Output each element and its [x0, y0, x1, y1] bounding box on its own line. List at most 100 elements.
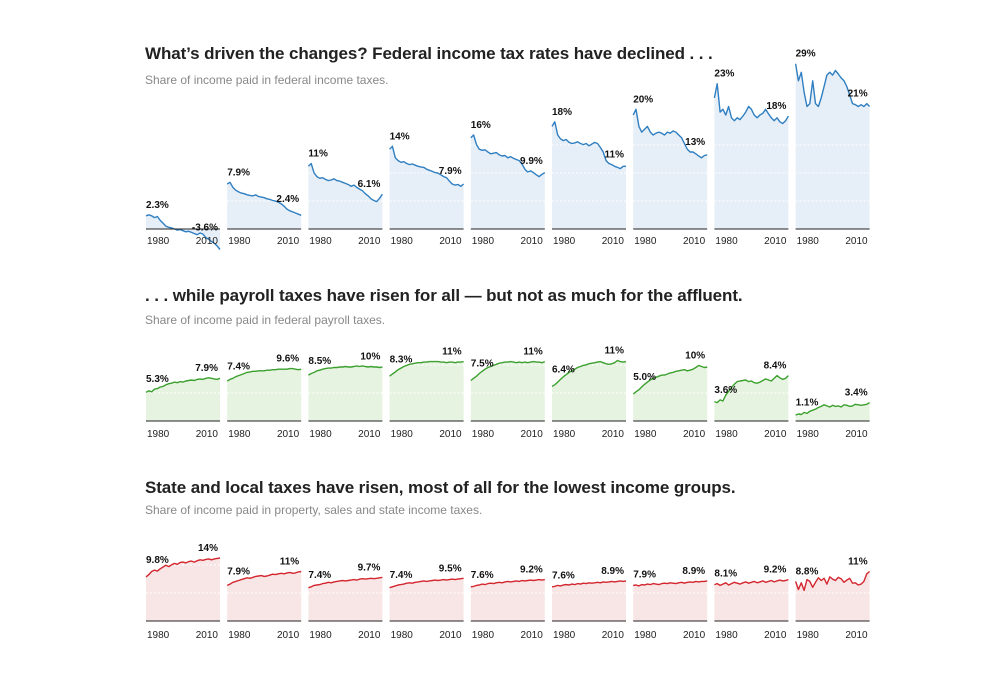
tick-label: 1980	[797, 429, 820, 440]
panel-area	[552, 360, 626, 421]
panel-area	[308, 577, 383, 621]
tick-label: 1980	[715, 429, 738, 440]
panel-area	[714, 375, 789, 421]
tick-label: 2010	[764, 236, 787, 247]
tick-label: 1980	[634, 236, 657, 247]
panel-3: 1980 2010 7.4% 9.7%	[308, 562, 383, 641]
panel-7: 1980 2010 20% 13%	[632, 94, 708, 247]
tick-label: 2010	[521, 630, 544, 641]
start-value-label: 23%	[714, 69, 734, 80]
end-value-label: -3.6%	[192, 223, 218, 234]
panel-2: 1980 2010 7.9% 11%	[226, 557, 302, 641]
tick-label: 1980	[147, 429, 170, 440]
panel-1: 1980 2010 2.3% -3.6%	[145, 200, 221, 250]
series-line	[389, 145, 465, 187]
income-tax-small-multiples: 1980 2010 2.3% -3.6% 1980 2010 7.9% 2.4% 1980 201…	[145, 49, 871, 250]
end-value-label: 9.2%	[764, 565, 787, 576]
tick-label: 2010	[196, 236, 219, 247]
end-value-label: 9.7%	[358, 562, 381, 573]
end-value-label: 11%	[442, 347, 462, 358]
tick-label: 1980	[391, 630, 414, 641]
section-title-payroll-tax: . . . while payroll taxes have risen for…	[145, 286, 743, 305]
tick-label: 2010	[602, 429, 625, 440]
series-line	[145, 214, 221, 250]
panel-7: 1980 2010 5.0% 10%	[632, 350, 708, 440]
tick-label: 2010	[277, 236, 300, 247]
state-local-tax-small-multiples: 1980 2010 9.8% 14% 1980 2010 7.9% 11% 1980 2010 7.…	[145, 543, 871, 641]
series-line	[470, 134, 546, 178]
panel-area	[633, 580, 708, 621]
end-value-label: 8.9%	[601, 566, 624, 577]
tick-label: 1980	[391, 429, 414, 440]
tick-label: 1980	[391, 236, 414, 247]
end-value-label: 11%	[523, 347, 543, 358]
panel-area	[389, 578, 464, 621]
end-value-label: 7.9%	[439, 166, 462, 177]
series-line	[145, 557, 221, 578]
start-value-label: 8.1%	[714, 569, 737, 580]
series-line	[145, 377, 221, 394]
panel-area	[227, 182, 302, 229]
end-value-label: 10%	[360, 351, 380, 362]
start-value-label: 20%	[633, 94, 653, 105]
panel-area	[389, 146, 464, 229]
panel-3: 1980 2010 8.5% 10%	[308, 351, 383, 440]
end-value-label: 11%	[605, 150, 625, 161]
tick-label: 1980	[797, 236, 820, 247]
tick-label: 1980	[634, 630, 657, 641]
end-value-label: 9.2%	[520, 565, 543, 576]
section-title-state-local-tax: State and local taxes have risen, most o…	[145, 478, 736, 497]
tick-label: 2010	[521, 429, 544, 440]
tick-label: 1980	[634, 429, 657, 440]
end-value-label: 9.6%	[276, 354, 299, 365]
start-value-label: 11%	[308, 148, 328, 159]
tick-label: 2010	[602, 630, 625, 641]
start-value-label: 7.9%	[633, 570, 656, 581]
tick-label: 1980	[228, 429, 251, 440]
end-value-label: 14%	[198, 543, 218, 554]
start-value-label: 8.5%	[308, 356, 331, 367]
series-line	[226, 181, 302, 216]
start-value-label: 7.4%	[390, 570, 413, 581]
panel-9: 1980 2010 8.8% 11%	[794, 557, 871, 641]
tick-label: 2010	[196, 429, 219, 440]
end-value-label: 7.9%	[195, 363, 218, 374]
tick-label: 1980	[309, 429, 332, 440]
panel-area	[633, 109, 708, 229]
series-line	[308, 365, 383, 376]
start-value-label: 9.8%	[146, 555, 169, 566]
series-line	[794, 63, 871, 108]
tick-label: 1980	[309, 630, 332, 641]
start-value-label: 5.3%	[146, 374, 169, 385]
end-value-label: 18%	[766, 101, 786, 112]
series-line	[551, 580, 627, 588]
series-line	[713, 83, 789, 125]
tick-label: 2010	[683, 429, 706, 440]
panel-8: 1980 2010 8.1% 9.2%	[714, 565, 789, 641]
end-value-label: 11%	[848, 557, 868, 568]
start-value-label: 8.3%	[390, 355, 413, 366]
panel-3: 1980 2010 11% 6.1%	[307, 148, 383, 247]
start-value-label: 18%	[552, 107, 572, 118]
panel-4: 1980 2010 14% 7.9%	[389, 131, 465, 247]
panel-6: 1980 2010 18% 11%	[551, 107, 626, 247]
tick-label: 1980	[472, 429, 495, 440]
end-value-label: 3.4%	[845, 388, 868, 399]
payroll-tax-small-multiples: 1980 2010 5.3% 7.9% 1980 2010 7.4% 9.6% 1980 2010…	[145, 346, 870, 440]
tick-label: 1980	[553, 236, 576, 247]
end-value-label: 9.5%	[439, 563, 462, 574]
end-value-label: 10%	[685, 350, 705, 361]
start-value-label: 5.0%	[633, 372, 656, 383]
panel-area	[795, 63, 870, 230]
end-value-label: 9.9%	[520, 156, 543, 167]
tick-label: 1980	[472, 630, 495, 641]
series-line	[226, 570, 302, 587]
series-line	[632, 364, 708, 395]
start-value-label: 2.3%	[146, 200, 169, 211]
tick-label: 2010	[683, 630, 706, 641]
panel-5: 1980 2010 7.6% 9.2%	[470, 565, 545, 641]
end-value-label: 13%	[685, 137, 705, 148]
panel-area	[146, 214, 220, 250]
tick-label: 2010	[521, 236, 544, 247]
tick-label: 2010	[358, 429, 381, 440]
